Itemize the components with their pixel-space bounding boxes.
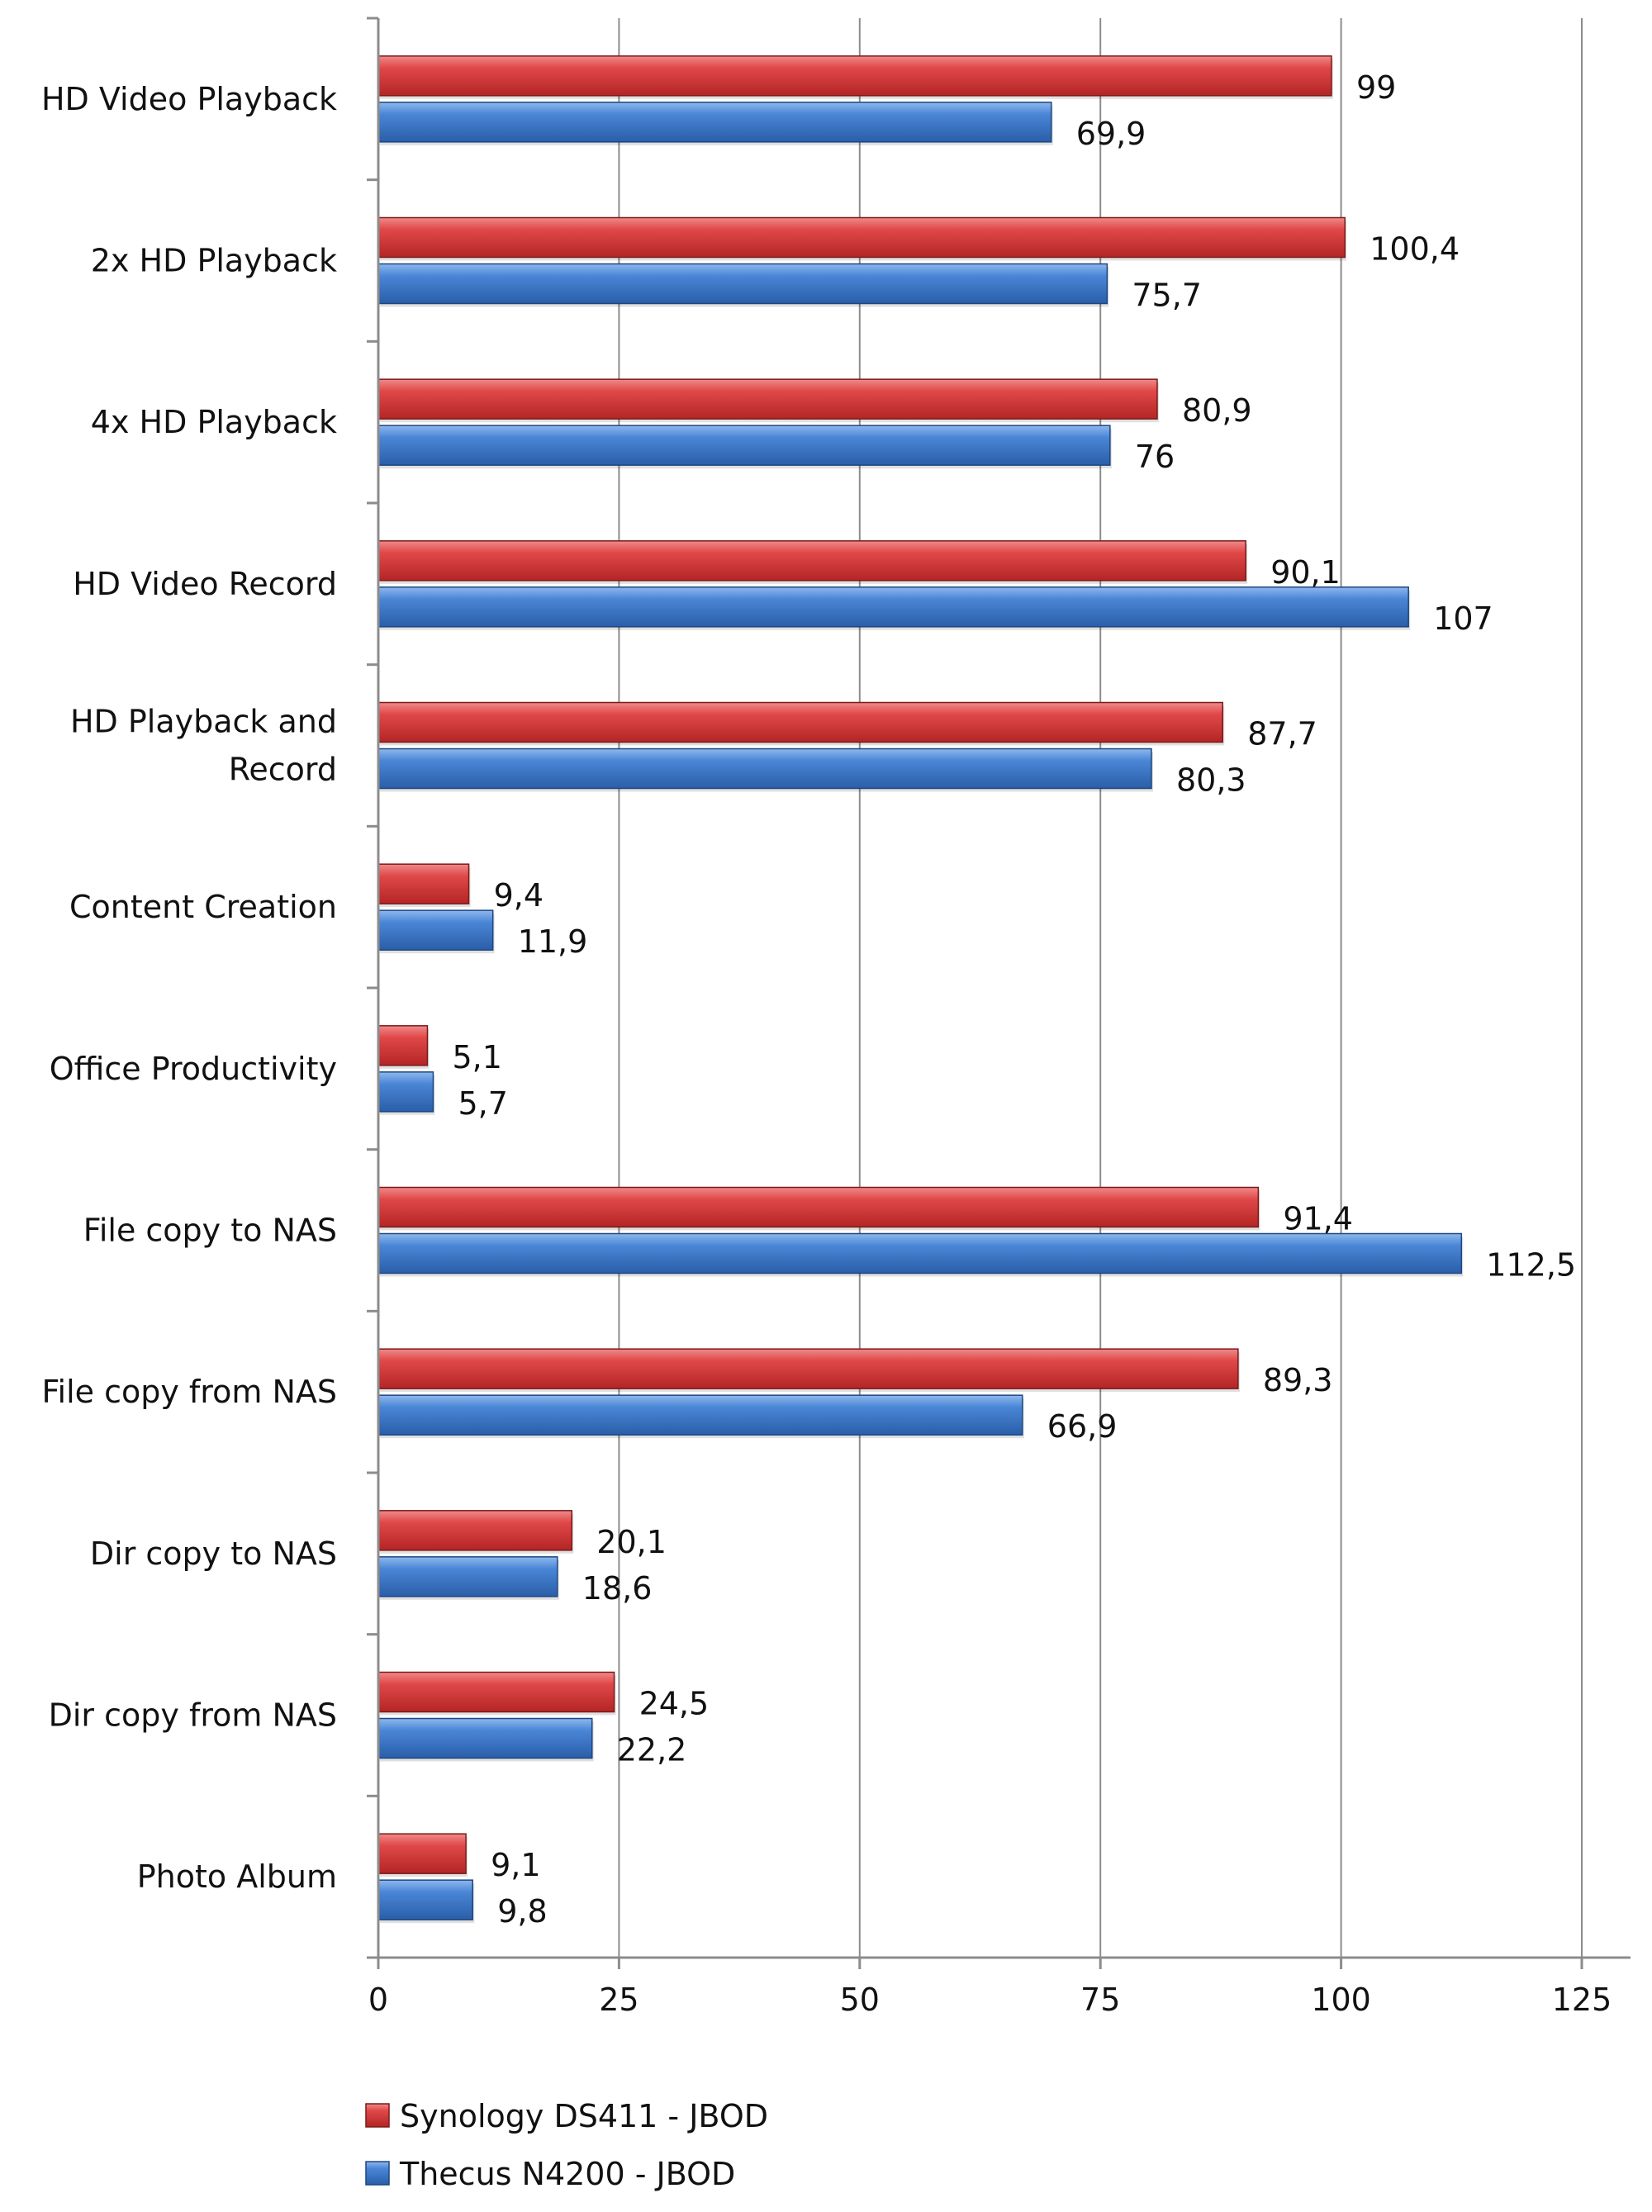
- value-label: 18,6: [582, 1570, 653, 1607]
- bar-thecus: [377, 1717, 593, 1759]
- bar-synology: [377, 1025, 429, 1066]
- category-label: Content Creation: [69, 889, 337, 925]
- bar-synology: [377, 1510, 573, 1551]
- bar-thecus: [377, 586, 1409, 628]
- value-label: 99: [1356, 69, 1396, 106]
- value-label: 89,3: [1263, 1362, 1333, 1398]
- bar-synology: [377, 863, 470, 904]
- bar-thecus: [377, 1071, 434, 1113]
- bar-thecus: [377, 263, 1108, 305]
- bar-synology: [377, 540, 1246, 581]
- value-label: 9,4: [494, 877, 544, 914]
- value-label: 76: [1135, 439, 1175, 475]
- bar-synology: [377, 1671, 615, 1713]
- gridlines: [618, 18, 1583, 1958]
- bar-thecus: [377, 1879, 473, 1920]
- category-label: File copy to NAS: [83, 1213, 337, 1249]
- bar-thecus: [377, 748, 1152, 790]
- bar-thecus: [377, 102, 1052, 143]
- value-label: 91,4: [1283, 1201, 1353, 1237]
- category-label: HD Video Playback: [41, 81, 337, 117]
- bar-synology: [377, 701, 1223, 743]
- bar-synology: [377, 55, 1332, 97]
- value-label: 66,9: [1047, 1408, 1118, 1445]
- x-tick-label: 75: [1080, 1982, 1120, 2018]
- x-tick-label: 25: [599, 1982, 638, 2018]
- category-label: Dir copy to NAS: [90, 1536, 337, 1572]
- legend-swatch-thecus: [365, 2161, 390, 2186]
- value-label: 90,1: [1270, 554, 1341, 591]
- bar-thecus: [377, 1232, 1463, 1275]
- bar-synology: [377, 1186, 1260, 1228]
- value-label: 75,7: [1132, 278, 1202, 314]
- x-tick-label: 100: [1311, 1982, 1371, 2018]
- category-label: HD Playback and Record: [70, 704, 337, 788]
- value-label: 22,2: [617, 1732, 687, 1768]
- value-label: 11,9: [518, 923, 588, 960]
- value-label: 87,7: [1247, 716, 1317, 752]
- x-tick-label: 0: [368, 1982, 388, 2018]
- category-label: Dir copy from NAS: [49, 1697, 337, 1734]
- bar-thecus: [377, 1394, 1023, 1436]
- value-label: 5,1: [452, 1039, 501, 1075]
- value-label: 5,7: [458, 1085, 507, 1122]
- value-label: 24,5: [639, 1686, 710, 1722]
- bar-synology: [377, 1348, 1239, 1389]
- value-label: 100,4: [1370, 231, 1460, 268]
- axes: 0 25 50 75 100 125: [367, 17, 1631, 2018]
- value-label: 69,9: [1076, 116, 1146, 152]
- value-label: 112,5: [1486, 1247, 1576, 1284]
- bar-thecus: [377, 909, 494, 951]
- value-label: 107: [1433, 600, 1493, 637]
- category-label: 2x HD Playback: [91, 243, 337, 279]
- value-label: 9,1: [491, 1847, 540, 1883]
- bars: [377, 55, 1464, 1924]
- x-tick-label: 50: [840, 1982, 880, 2018]
- category-label: File copy from NAS: [41, 1374, 337, 1410]
- category-label: Photo Album: [137, 1858, 337, 1895]
- bar-synology: [377, 216, 1346, 259]
- bar-thecus: [377, 1556, 558, 1597]
- value-label: 80,9: [1182, 392, 1252, 429]
- category-label: 4x HD Playback: [91, 404, 337, 440]
- bar-synology: [377, 1833, 467, 1874]
- legend: Synology DS411 - JBOD Thecus N4200 - JBOD: [365, 2098, 768, 2192]
- x-tick-label: 125: [1552, 1982, 1612, 2018]
- category-label: HD Video Record: [73, 566, 337, 602]
- labels: HD Video Playback 99 69,9 2x HD Playback 100…: [41, 69, 1576, 1930]
- category-label: Office Productivity: [50, 1051, 337, 1087]
- bar-synology: [377, 378, 1158, 420]
- bar-thecus: [377, 425, 1111, 466]
- legend-swatch-synology: [365, 2103, 390, 2128]
- legend-label-thecus: Thecus N4200 - JBOD: [399, 2156, 735, 2192]
- value-label: 20,1: [596, 1524, 667, 1560]
- value-label: 9,8: [497, 1893, 547, 1930]
- legend-label-synology: Synology DS411 - JBOD: [400, 2098, 768, 2134]
- value-label: 80,3: [1176, 762, 1246, 799]
